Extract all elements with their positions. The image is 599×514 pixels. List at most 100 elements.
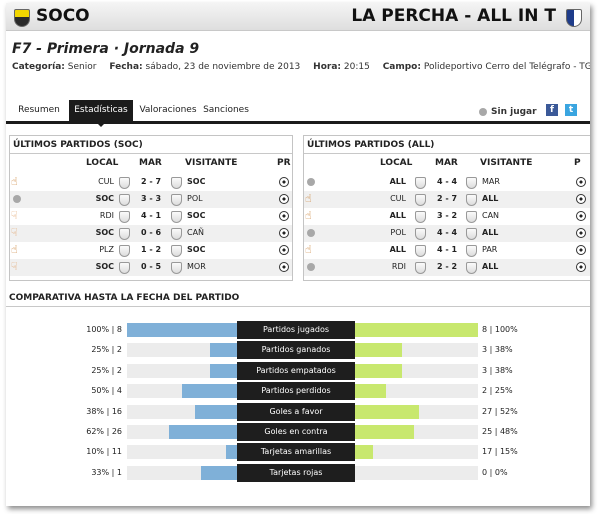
home-stat-value: 10% | 11 [86, 447, 122, 457]
local-team[interactable]: ALL [389, 211, 406, 220]
table-row[interactable]: ☟ SOC 0 - 5 MOR [10, 259, 292, 276]
home-stat-value: 100% | 8 [86, 325, 122, 334]
local-team[interactable]: RDI [99, 211, 114, 220]
match-score[interactable]: 4 - 4 [437, 228, 458, 237]
tab-estadisticas[interactable]: Estadísticas [69, 100, 133, 127]
col-local: LOCAL [86, 158, 119, 168]
tab-valoraciones[interactable]: Valoraciones [139, 105, 197, 115]
team-crest-icon [415, 245, 426, 257]
ball-icon [576, 194, 586, 204]
team-crest-icon [119, 177, 130, 189]
col-visitante: VISITANTE [185, 158, 238, 168]
local-team[interactable]: SOC [95, 194, 114, 203]
draw-icon [307, 229, 315, 237]
table-row[interactable]: ALL 4 - 4 MAR [304, 174, 590, 191]
local-team[interactable]: PLZ [99, 245, 114, 254]
match-score[interactable]: 4 - 4 [437, 177, 458, 186]
away-stat-bar [355, 425, 478, 439]
fecha-value: sábado, 23 de noviembre de 2013 [145, 62, 301, 72]
away-team-name[interactable]: LA PERCHA - ALL IN T [351, 6, 556, 26]
ball-icon [279, 211, 289, 221]
visitor-team[interactable]: CAÑ [187, 228, 205, 237]
table-row[interactable]: ☝ CUL 2 - 7 ALL [304, 191, 590, 208]
hora-label: Hora: [313, 62, 341, 72]
table-row[interactable]: ☝ PLZ 1 - 2 SOC [10, 242, 292, 259]
match-score[interactable]: 2 - 7 [141, 177, 162, 186]
match-meta: Categoría: Senior Fecha: sábado, 23 de n… [12, 62, 590, 72]
visitor-team[interactable]: ALL [482, 194, 499, 203]
visitor-team[interactable]: POL [187, 194, 203, 203]
away-stat-fill [355, 343, 402, 358]
facebook-icon[interactable]: f [546, 104, 558, 116]
team-crest-icon [171, 228, 182, 240]
match-score[interactable]: 0 - 5 [141, 262, 162, 271]
match-score[interactable]: 0 - 6 [141, 228, 162, 237]
team-crest-icon [466, 194, 477, 206]
local-team[interactable]: SOC [95, 228, 114, 237]
local-team[interactable]: CUL [98, 177, 114, 186]
match-score[interactable]: 3 - 3 [141, 194, 162, 203]
match-score[interactable]: 4 - 1 [437, 245, 458, 254]
table-row[interactable]: POL 4 - 4 ALL [304, 225, 590, 242]
visitor-team[interactable]: MAR [482, 177, 500, 186]
ball-icon [576, 177, 586, 187]
win-icon: ☝ [305, 243, 312, 256]
visitor-team[interactable]: MOR [187, 262, 206, 271]
visitor-team[interactable]: SOC [187, 177, 206, 186]
home-stat-bar [127, 363, 237, 378]
stat-row: 38% | 16 Goles a favor 27 | 52% [6, 402, 590, 421]
win-icon: ☝ [11, 243, 18, 256]
ball-icon [279, 228, 289, 238]
tab-sanciones[interactable]: Sanciones [203, 105, 249, 115]
twitter-icon[interactable]: t [565, 104, 577, 116]
table-row[interactable]: ☝ CUL 2 - 7 SOC [10, 174, 292, 191]
local-team[interactable]: SOC [95, 262, 114, 271]
match-score[interactable]: 3 - 2 [437, 211, 458, 220]
team-crest-icon [466, 211, 477, 223]
table-row[interactable]: ☟ SOC 0 - 6 CAÑ [10, 225, 292, 242]
home-stat-bar [127, 343, 237, 358]
match-score[interactable]: 4 - 1 [141, 211, 162, 220]
away-stat-value: 3 | 38% [482, 345, 513, 355]
table-row[interactable]: ☝ ALL 4 - 1 PAR [304, 242, 590, 259]
visitor-team[interactable]: SOC [187, 211, 206, 220]
team-crest-icon [171, 211, 182, 223]
local-team[interactable]: ALL [389, 177, 406, 186]
team-crest-icon [466, 245, 477, 257]
home-team-crest-icon[interactable] [14, 9, 30, 27]
match-score[interactable]: 1 - 2 [141, 245, 162, 254]
visitor-team[interactable]: PAR [482, 245, 498, 254]
visitor-team[interactable]: CAN [482, 211, 500, 220]
home-stat-bar [127, 404, 237, 419]
local-team[interactable]: CUL [390, 194, 406, 203]
home-stat-bar [127, 445, 237, 460]
table-row[interactable]: ☝ ALL 3 - 2 CAN [304, 208, 590, 225]
home-stat-value: 50% | 4 [91, 386, 122, 396]
away-stat-fill [355, 445, 374, 460]
match-score[interactable]: 2 - 7 [437, 194, 458, 203]
panel-title: ÚLTIMOS PARTIDOS (SOC) [13, 140, 143, 150]
win-icon: ☝ [11, 175, 18, 188]
team-crest-icon [415, 211, 426, 223]
stat-label: Partidos jugados [237, 321, 355, 339]
away-stat-fill [355, 404, 419, 419]
tab-resumen[interactable]: Resumen [18, 105, 60, 115]
table-row[interactable]: RDI 2 - 2 ALL [304, 259, 590, 276]
match-window: SOCO LA PERCHA - ALL IN T F7 - Primera ·… [6, 3, 590, 506]
visitor-team[interactable]: SOC [187, 245, 206, 254]
home-team-name[interactable]: SOCO [36, 6, 90, 26]
table-row[interactable]: ☟ RDI 4 - 1 SOC [10, 208, 292, 225]
visitor-team[interactable]: ALL [482, 228, 499, 237]
local-team[interactable]: RDI [391, 262, 406, 271]
away-stat-value: 17 | 15% [482, 447, 518, 457]
table-row[interactable]: SOC 3 - 3 POL [10, 191, 292, 208]
local-team[interactable]: ALL [389, 245, 406, 254]
away-team-crest-icon[interactable] [566, 9, 582, 27]
team-crest-icon [415, 262, 426, 274]
match-score[interactable]: 2 - 2 [437, 262, 458, 271]
local-team[interactable]: POL [390, 228, 406, 237]
col-local: LOCAL [380, 158, 413, 168]
home-stat-value: 33% | 1 [91, 467, 122, 477]
away-stat-fill [355, 425, 415, 439]
visitor-team[interactable]: ALL [482, 262, 499, 271]
